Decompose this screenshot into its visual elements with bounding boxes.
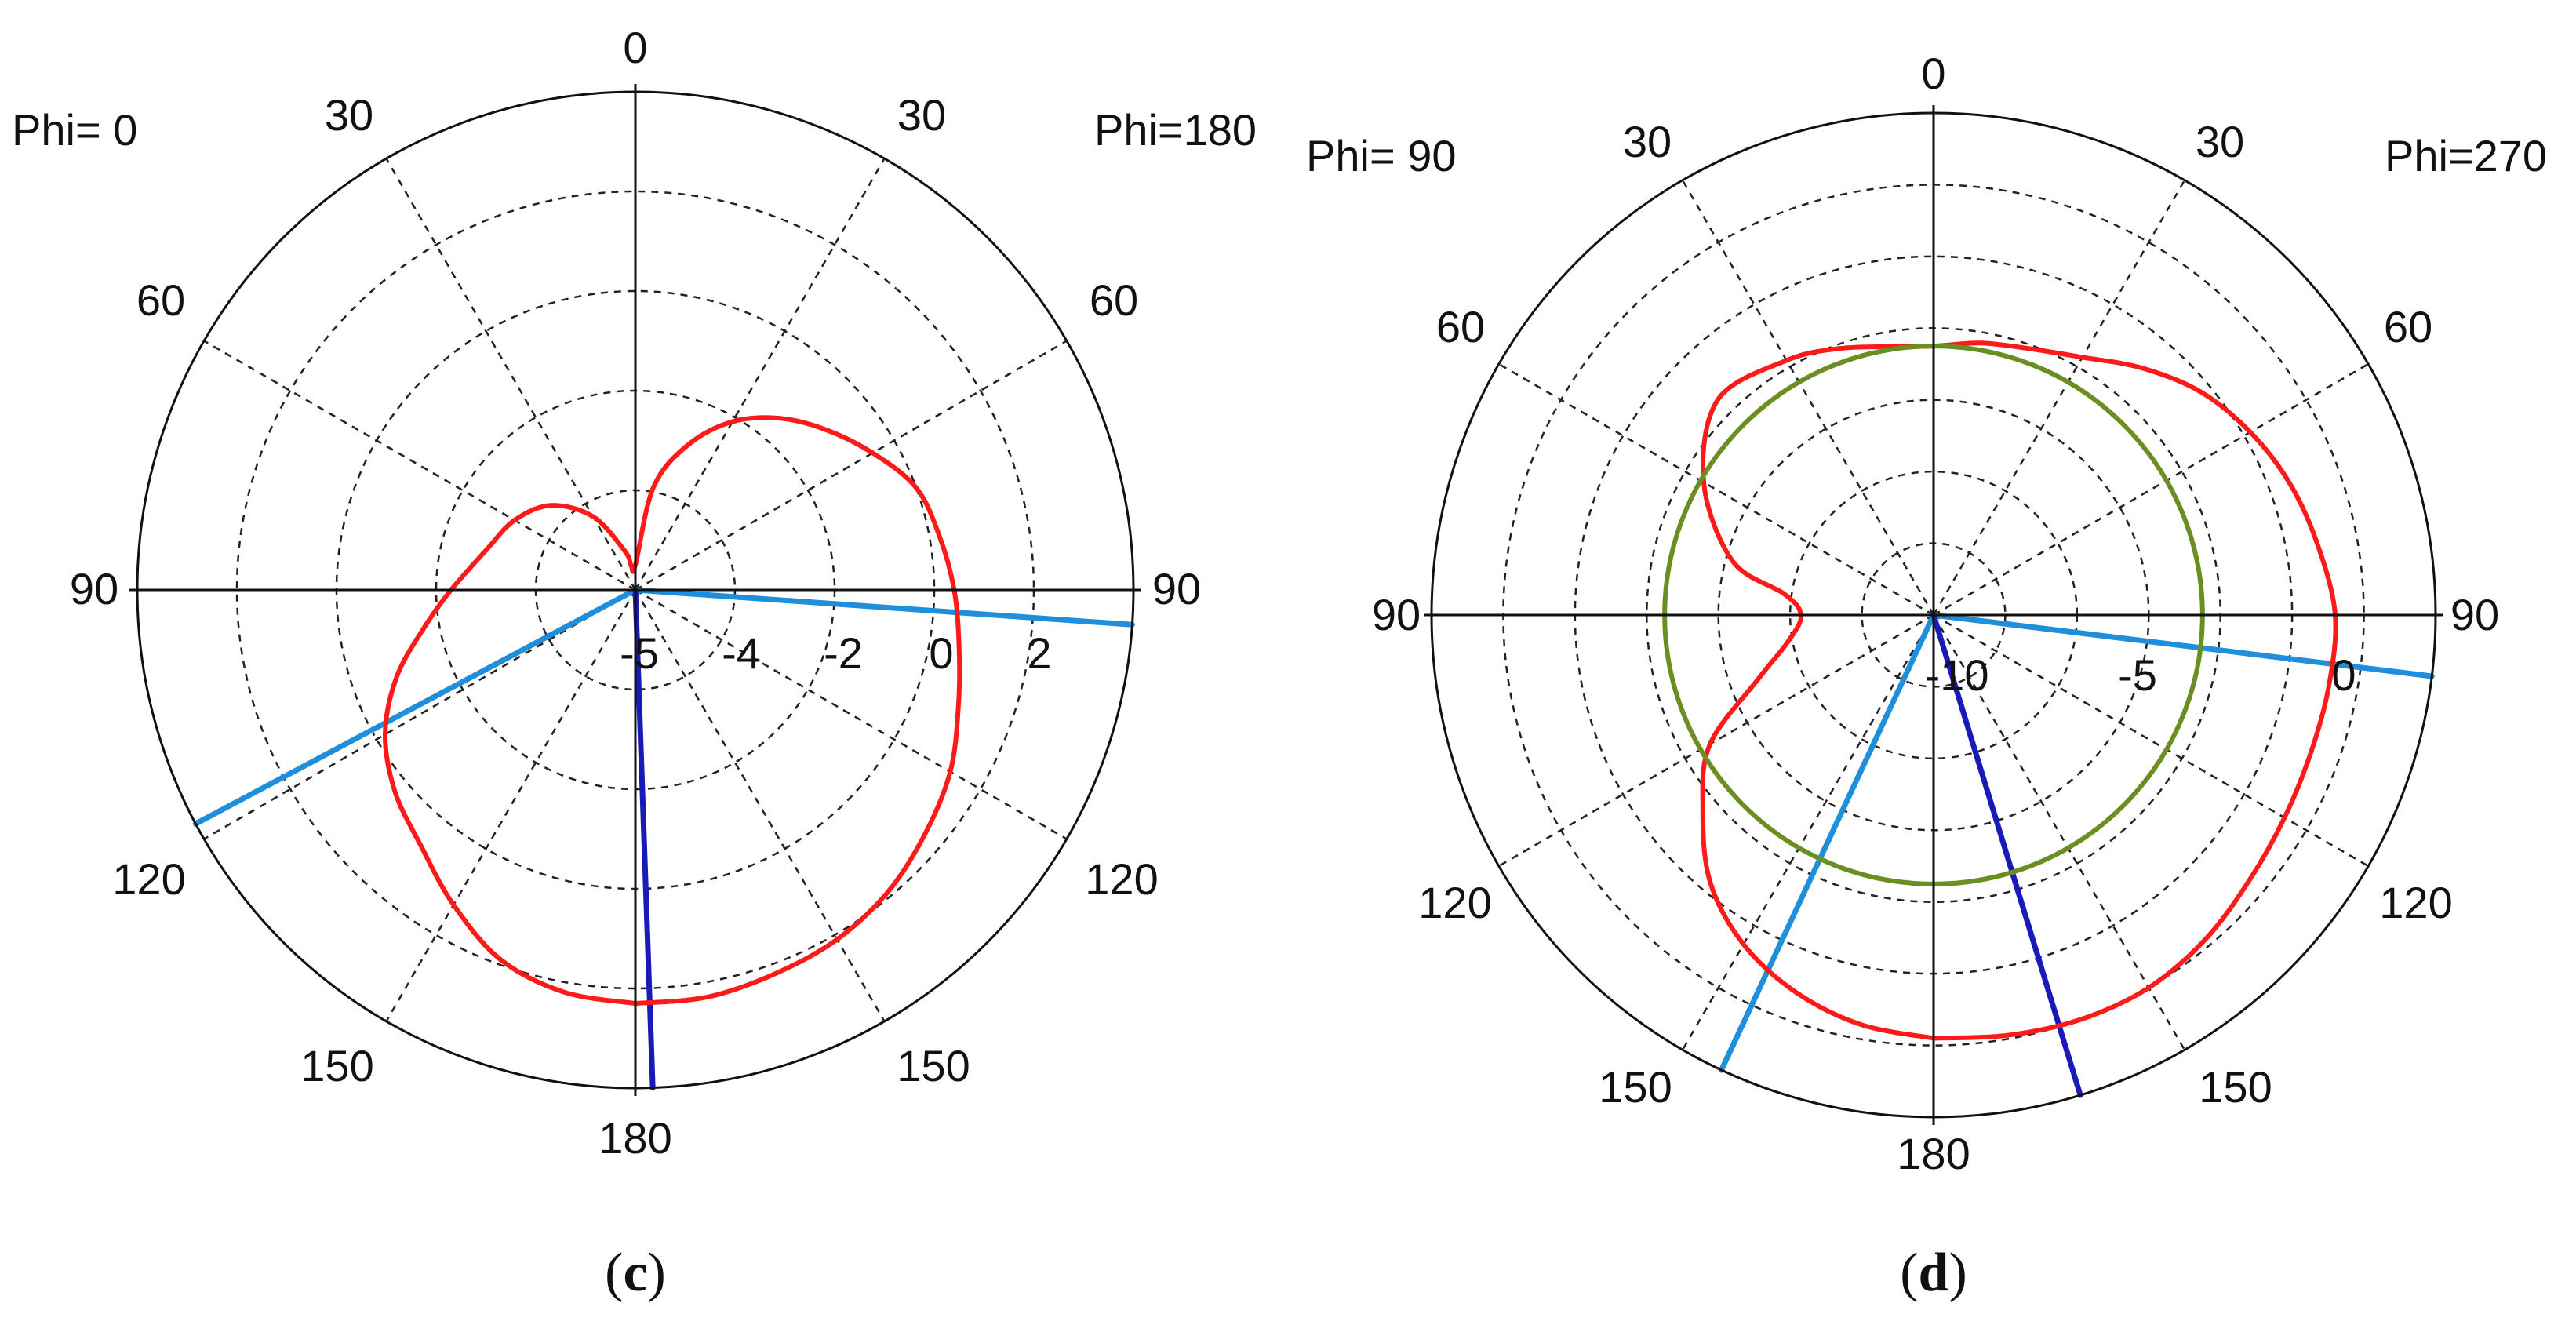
phi-left-label: Phi= 0 [12,105,137,155]
polar-axes [1424,105,2443,1125]
grid-spoke [1498,362,1934,617]
angle-label-right-30: 30 [2196,117,2244,166]
grid-spoke [1933,362,2369,617]
angle-label-right-120: 120 [1085,854,1158,904]
reference-line [1930,612,2083,1098]
radial-tick-label: -5 [620,628,659,678]
data-series [382,415,962,1006]
radial-tick-label: 0 [2331,650,2356,700]
grid-spoke [635,588,1068,840]
angle-label-bottom: 180 [599,1113,671,1163]
grid-spoke [1933,613,2369,868]
grid-spoke [203,340,636,592]
angle-label-right-60: 60 [1090,275,1138,325]
radial-tick-label: 2 [1027,628,1051,678]
grid-spoke [635,340,1068,592]
angle-label-right-120: 120 [2379,878,2452,927]
angle-label-left-120: 120 [1418,878,1491,927]
angle-label-left-90: 90 [70,564,118,613]
angle-label-right-150: 150 [2199,1062,2272,1112]
polar-axes [129,84,1141,1096]
angle-label-top: 0 [623,23,647,72]
radial-tick-label: -4 [722,628,761,678]
angle-label-left-30: 30 [1623,117,1672,166]
radial-tick-label: 0 [929,628,953,678]
angle-label-left-120: 120 [112,854,185,904]
series-curve [382,415,962,1006]
grid-spoke [1681,180,1935,616]
grid-spoke [385,589,637,1022]
radial-tick-label: -5 [2118,650,2157,700]
panel-caption: (c) [605,1243,666,1303]
grid-spoke [1681,614,1935,1050]
reference-line [1719,612,1937,1073]
angle-label-left-60: 60 [1436,302,1485,351]
radial-tick-label: -2 [824,628,863,678]
grid-spoke [203,588,636,840]
grid-spoke [634,158,886,591]
phi-right-label: Phi=180 [1094,105,1257,155]
reference-lines [1719,612,2435,1098]
angle-label-left-150: 150 [300,1041,373,1090]
phi-right-label: Phi=270 [2385,131,2547,180]
angle-label-right-90: 90 [2450,590,2499,639]
grid-spoke [1932,180,2186,616]
panel-letter: c [623,1243,647,1303]
grid-spoke [1498,613,1934,868]
angle-label-right-30: 30 [897,90,946,140]
series-curve [1700,340,2338,1041]
angle-label-top: 0 [1921,49,1945,98]
angle-label-left-150: 150 [1599,1062,1672,1112]
angle-label-right-150: 150 [897,1041,970,1090]
angle-label-bottom: 180 [1897,1129,1970,1178]
reference-line [192,587,639,827]
angle-label-left-90: 90 [1372,590,1421,639]
grid-spoke [634,589,886,1022]
angle-label-left-30: 30 [325,90,373,140]
reference-line [1930,612,2435,679]
grid-spoke [1932,614,2186,1050]
reference-lines [192,587,1135,1091]
angle-label-left-60: 60 [136,275,185,325]
data-series [1662,340,2338,1041]
radial-tick-label: -10 [1926,650,1989,700]
polar-chart-d: Phi= 90 Phi=270 0 30 60 90 120 150 30 60… [1306,49,2547,1303]
panel-letter: d [1919,1243,1949,1303]
phi-left-label: Phi= 90 [1306,131,1457,180]
angle-label-right-90: 90 [1152,564,1201,613]
angle-label-right-60: 60 [2384,302,2432,351]
reference-line [632,587,1135,628]
panel-caption: (d) [1900,1243,1967,1303]
polar-chart-c: Phi= 0 Phi=180 0 30 60 90 120 150 30 60 … [12,23,1257,1303]
